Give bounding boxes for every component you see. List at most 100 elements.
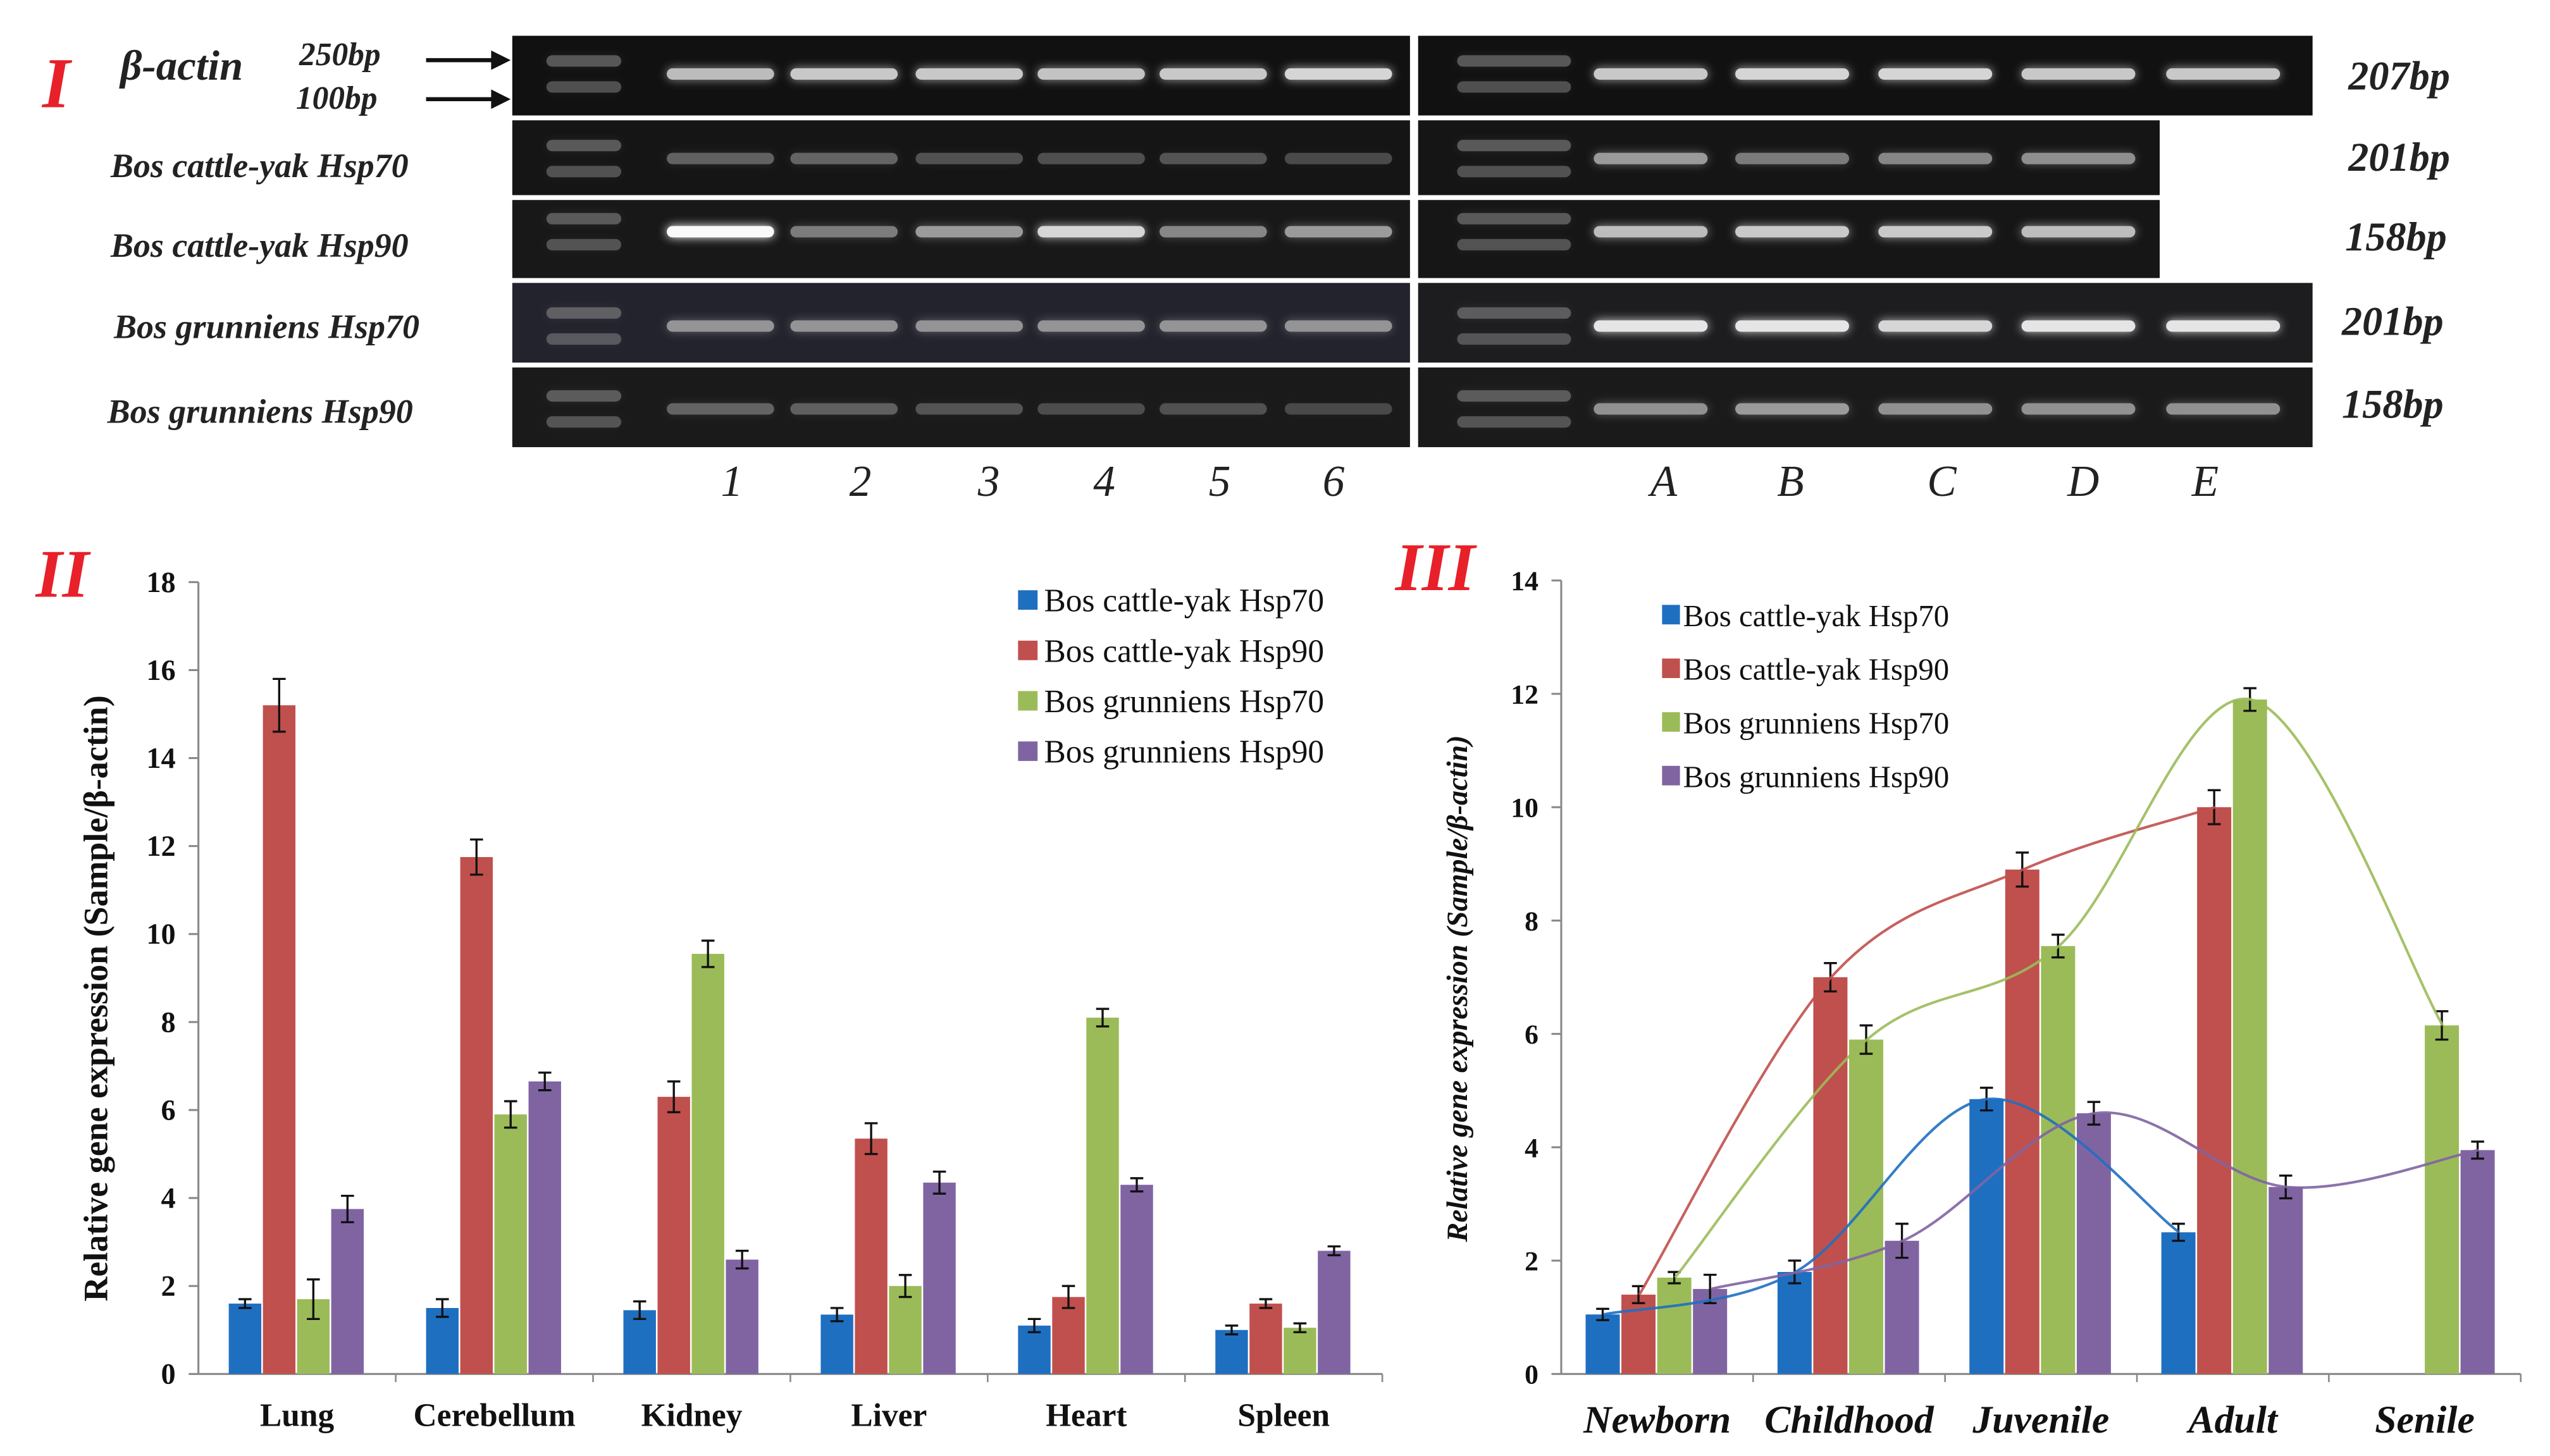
- bar-0-2: [1969, 1099, 2004, 1374]
- gel-band: [915, 320, 1024, 332]
- ladder-band: [1457, 238, 1571, 250]
- arrow-250-icon: [491, 50, 511, 70]
- gel-band: [790, 320, 898, 332]
- arrow-100-icon: [491, 89, 511, 109]
- y-tick-label: 6: [161, 1094, 176, 1126]
- y-tick-label: 2: [1525, 1247, 1538, 1277]
- ladder-band: [546, 307, 622, 319]
- gel-band: [1878, 68, 1993, 80]
- gel-tissue-cy-hsp70: [512, 120, 1410, 195]
- bar-1-3: [855, 1138, 888, 1374]
- gel-band: [667, 320, 774, 332]
- y-tick-label: 0: [161, 1359, 176, 1391]
- legend-label-3: Bos grunniens Hsp90: [1044, 734, 1324, 770]
- ladder-band: [1457, 166, 1571, 178]
- lane-label-6: 6: [1322, 457, 1345, 506]
- gel-age-bg-hsp90: [1418, 367, 2313, 447]
- gel-band: [1878, 320, 1993, 332]
- gel-band: [790, 403, 898, 415]
- x-tick-label: Liver: [851, 1398, 927, 1434]
- trend-line-0: [1603, 1097, 2181, 1316]
- gel-band: [667, 68, 774, 80]
- ladder-band: [546, 140, 622, 152]
- gel-band: [790, 68, 898, 80]
- bar-1-5: [1249, 1304, 1282, 1374]
- gel-band: [1037, 320, 1145, 332]
- bar-2-3: [2232, 699, 2267, 1374]
- gel-band: [790, 152, 898, 164]
- gel-band: [2166, 403, 2281, 415]
- ladder-band: [1457, 390, 1571, 402]
- y-tick-label: 16: [146, 655, 175, 687]
- age-expression-chart: 0 2 4 6 8 10 12 14 Relative gene expression (Sam…: [1442, 566, 2522, 1441]
- bar-1-4: [1052, 1297, 1085, 1374]
- gel-band: [1735, 320, 1849, 332]
- gel-band: [2021, 68, 2136, 80]
- ladder-250-label: 250bp: [299, 37, 381, 73]
- bar-2-3: [889, 1286, 922, 1374]
- gel-band: [1284, 152, 1392, 164]
- ladder-band: [1457, 140, 1571, 152]
- bar-3-1: [528, 1081, 561, 1374]
- bar-3-4: [2460, 1150, 2495, 1374]
- x-tick-label: Lung: [260, 1398, 334, 1434]
- bar-1-2: [2005, 869, 2039, 1374]
- legend-label-3: Bos grunniens Hsp90: [1683, 759, 1949, 794]
- y-axis-label: Relative gene expression (Sample/β-actin…: [77, 695, 115, 1301]
- y-tick-label: 10: [1511, 793, 1538, 824]
- lane-label-E: E: [2191, 457, 2219, 506]
- ladder-band: [546, 416, 622, 428]
- bar-2-1: [1848, 1039, 1883, 1374]
- bar-0-0: [1585, 1314, 1620, 1374]
- size-label-bg-hsp90: 158bp: [2341, 383, 2444, 428]
- gel-band: [915, 403, 1024, 415]
- gel-band: [1159, 152, 1267, 164]
- y-tick-label: 10: [146, 918, 175, 951]
- ladder-band: [1457, 416, 1571, 428]
- bar-1-1: [460, 857, 493, 1374]
- y-tick-label: 4: [161, 1183, 176, 1215]
- ladder-band: [546, 213, 622, 225]
- gel-band: [1735, 152, 1849, 164]
- gel-band: [1284, 68, 1392, 80]
- legend-swatch-0: [1018, 590, 1038, 610]
- bar-0-5: [1215, 1330, 1248, 1374]
- gel-band: [1037, 226, 1145, 238]
- row-label-cattle-yak-hsp70: Bos cattle-yak Hsp70: [110, 146, 409, 186]
- bar-1-3: [2197, 807, 2232, 1374]
- y-tick-label: 14: [1511, 566, 1538, 596]
- gel-band: [2166, 320, 2281, 332]
- gel-band: [667, 226, 774, 238]
- marker-gene-label: β-actin: [120, 42, 244, 90]
- y-tick-label: 2: [161, 1271, 176, 1303]
- y-axis-label: Relative gene expression (Sample/β-actin…: [1442, 735, 1474, 1242]
- gel-band: [1037, 152, 1145, 164]
- bar-2-0: [1657, 1277, 1692, 1374]
- ladder-band: [1457, 307, 1571, 319]
- lane-label-3: 3: [977, 457, 1000, 506]
- lane-label-C: C: [1927, 457, 1957, 506]
- bar-2-2: [2041, 946, 2076, 1374]
- y-tick-label: 12: [1511, 679, 1538, 710]
- trend-line-1: [1638, 806, 2216, 1295]
- gel-band: [1037, 403, 1145, 415]
- x-tick-label: Adult: [2186, 1398, 2278, 1441]
- lane-label-A: A: [1650, 457, 1678, 506]
- y-tick-label: 8: [1525, 906, 1538, 937]
- bar-3-3: [923, 1182, 956, 1374]
- gel-band: [2166, 68, 2281, 80]
- gel-band: [1159, 226, 1267, 238]
- y-tick-label: 12: [146, 830, 175, 863]
- ladder-band: [546, 333, 622, 345]
- size-label-cy-hsp70: 201bp: [2348, 136, 2450, 181]
- gel-band: [1594, 226, 1708, 238]
- gel-band: [2021, 226, 2136, 238]
- ladder-band: [1457, 55, 1571, 67]
- bar-3-3: [2268, 1187, 2303, 1374]
- gel-band: [1878, 226, 1993, 238]
- x-tick-label: Juvenile: [1972, 1398, 2109, 1441]
- panel-III-label: III: [1395, 531, 1475, 607]
- x-tick-label: Cerebellum: [414, 1398, 576, 1434]
- legend-swatch-2: [1018, 691, 1038, 711]
- gel-band: [1284, 320, 1392, 332]
